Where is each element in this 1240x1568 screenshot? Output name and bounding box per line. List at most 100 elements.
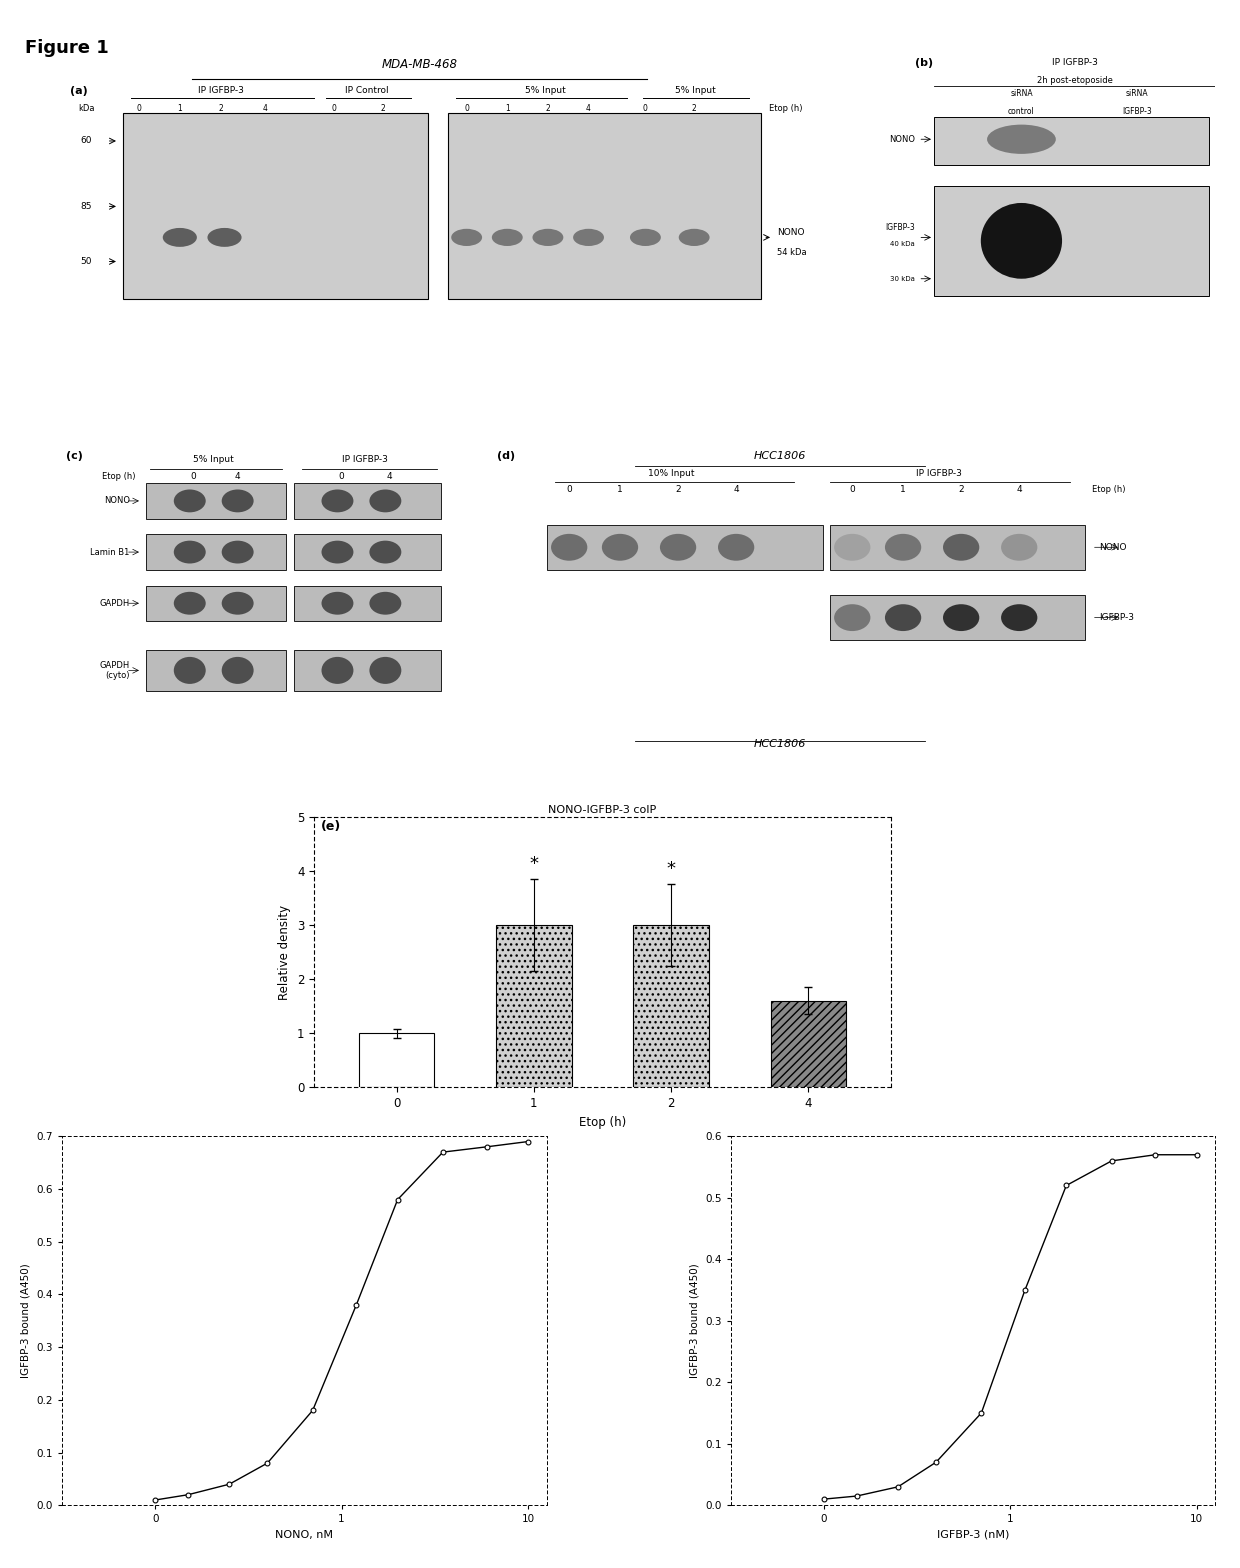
Y-axis label: Relative density: Relative density xyxy=(279,905,291,1000)
Text: IP IGFBP-3: IP IGFBP-3 xyxy=(916,469,962,478)
Bar xyxy=(294,535,441,569)
Text: NONO: NONO xyxy=(1099,543,1127,552)
Text: 2: 2 xyxy=(959,485,963,494)
Text: 2: 2 xyxy=(546,103,551,113)
Text: Figure 1: Figure 1 xyxy=(25,39,109,56)
Text: control: control xyxy=(1008,107,1035,116)
Text: Etop (h): Etop (h) xyxy=(1091,485,1126,494)
Bar xyxy=(146,586,285,621)
Bar xyxy=(934,185,1209,296)
Text: Etop (h): Etop (h) xyxy=(769,103,802,113)
Text: 0: 0 xyxy=(136,103,141,113)
Ellipse shape xyxy=(222,657,254,684)
Text: 2: 2 xyxy=(692,103,697,113)
Text: MDA-MB-468: MDA-MB-468 xyxy=(382,58,458,71)
X-axis label: Etop (h): Etop (h) xyxy=(579,1116,626,1129)
Y-axis label: IGFBP-3 bound (A450): IGFBP-3 bound (A450) xyxy=(689,1264,699,1378)
Text: 30 kDa: 30 kDa xyxy=(890,276,915,282)
Text: 4: 4 xyxy=(1017,485,1022,494)
Text: 0: 0 xyxy=(464,103,469,113)
Ellipse shape xyxy=(451,229,482,246)
Text: 5% Input: 5% Input xyxy=(193,455,234,464)
Text: 1: 1 xyxy=(177,103,182,113)
Ellipse shape xyxy=(222,489,254,513)
Text: 4: 4 xyxy=(587,103,591,113)
Text: (e): (e) xyxy=(321,820,341,833)
Text: 5% Input: 5% Input xyxy=(525,86,565,96)
Text: GAPDH: GAPDH xyxy=(99,599,130,608)
Text: 0: 0 xyxy=(191,472,197,481)
Ellipse shape xyxy=(1001,533,1038,561)
Text: 60: 60 xyxy=(81,136,92,146)
Ellipse shape xyxy=(1001,604,1038,630)
Text: 5% Input: 5% Input xyxy=(676,86,717,96)
Text: kDa: kDa xyxy=(78,103,94,113)
Text: IP IGFBP-3: IP IGFBP-3 xyxy=(197,86,243,96)
Ellipse shape xyxy=(532,229,563,246)
Text: 0: 0 xyxy=(339,472,345,481)
Text: 0: 0 xyxy=(644,103,647,113)
Bar xyxy=(146,535,285,569)
Text: 2: 2 xyxy=(381,103,386,113)
Ellipse shape xyxy=(678,229,709,246)
Text: IGFBP-3: IGFBP-3 xyxy=(1122,107,1152,116)
Text: 0: 0 xyxy=(332,103,336,113)
Bar xyxy=(146,649,285,691)
Text: IP IGFBP-3: IP IGFBP-3 xyxy=(342,455,388,464)
Ellipse shape xyxy=(370,541,402,563)
Ellipse shape xyxy=(551,533,588,561)
Ellipse shape xyxy=(987,124,1055,154)
Text: 40 kDa: 40 kDa xyxy=(890,241,915,248)
Text: 50: 50 xyxy=(81,257,92,267)
Text: (c): (c) xyxy=(66,452,83,461)
Text: 4: 4 xyxy=(733,485,739,494)
Ellipse shape xyxy=(174,591,206,615)
Bar xyxy=(358,1033,434,1088)
Bar xyxy=(934,118,1209,165)
Text: NONO: NONO xyxy=(777,227,805,237)
Ellipse shape xyxy=(321,657,353,684)
Ellipse shape xyxy=(174,541,206,563)
X-axis label: IGFBP-3 (nM): IGFBP-3 (nM) xyxy=(936,1530,1009,1540)
Bar xyxy=(146,483,285,519)
Text: IGFBP-3: IGFBP-3 xyxy=(1099,613,1135,622)
Ellipse shape xyxy=(492,229,523,246)
Text: 0: 0 xyxy=(567,485,572,494)
Bar xyxy=(831,596,1085,640)
Bar xyxy=(294,483,441,519)
Text: Lamin B1: Lamin B1 xyxy=(91,547,130,557)
Text: siRNA: siRNA xyxy=(1126,89,1148,99)
Bar xyxy=(294,586,441,621)
Ellipse shape xyxy=(835,533,870,561)
Text: NONO: NONO xyxy=(889,135,915,144)
Ellipse shape xyxy=(174,657,206,684)
Text: (a): (a) xyxy=(71,86,88,96)
Text: 1: 1 xyxy=(618,485,622,494)
Text: siRNA: siRNA xyxy=(1011,89,1033,99)
Bar xyxy=(294,649,441,691)
Bar xyxy=(547,525,823,569)
Ellipse shape xyxy=(174,489,206,513)
Ellipse shape xyxy=(660,533,696,561)
Text: 2: 2 xyxy=(676,485,681,494)
Ellipse shape xyxy=(162,227,197,246)
Ellipse shape xyxy=(885,533,921,561)
Text: 1: 1 xyxy=(900,485,906,494)
Ellipse shape xyxy=(370,489,402,513)
Ellipse shape xyxy=(981,202,1063,279)
Text: 10% Input: 10% Input xyxy=(647,469,694,478)
Text: IP IGFBP-3: IP IGFBP-3 xyxy=(1052,58,1097,67)
Text: IGFBP-3: IGFBP-3 xyxy=(885,223,915,232)
Ellipse shape xyxy=(207,227,242,246)
Text: IP Control: IP Control xyxy=(345,86,388,96)
Ellipse shape xyxy=(942,604,980,630)
Ellipse shape xyxy=(222,591,254,615)
Ellipse shape xyxy=(370,591,402,615)
Ellipse shape xyxy=(573,229,604,246)
X-axis label: NONO, nM: NONO, nM xyxy=(275,1530,334,1540)
Text: *: * xyxy=(529,855,538,872)
Ellipse shape xyxy=(942,533,980,561)
Text: 4: 4 xyxy=(263,103,268,113)
Ellipse shape xyxy=(321,489,353,513)
Text: *: * xyxy=(667,859,676,878)
